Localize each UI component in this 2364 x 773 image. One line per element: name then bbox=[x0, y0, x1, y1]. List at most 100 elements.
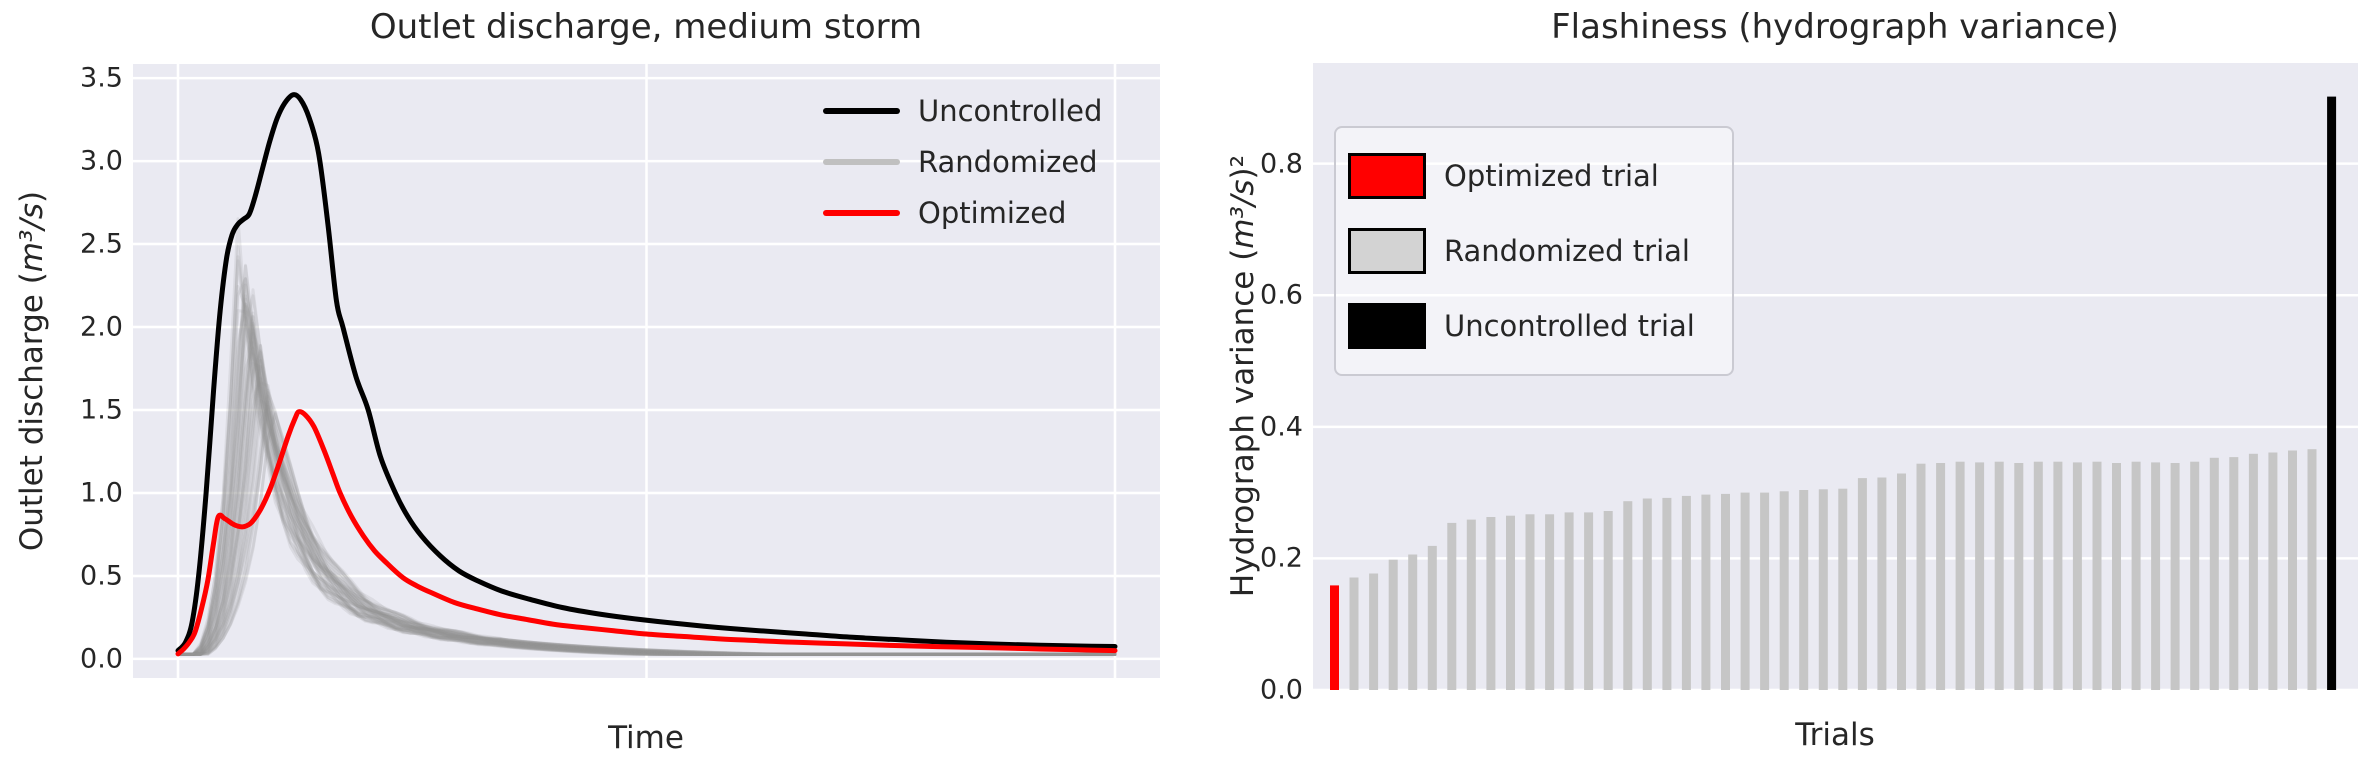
line-randomized-36 bbox=[176, 358, 1117, 656]
bar-randomized-3 bbox=[1388, 559, 1398, 690]
left-ytick-1.5: 1.5 bbox=[80, 394, 123, 426]
randomized-trial-swatch bbox=[1348, 227, 1426, 274]
bar-randomized-36 bbox=[2033, 461, 2043, 690]
line-randomized-0 bbox=[176, 285, 1117, 656]
line-randomized-29 bbox=[176, 294, 1117, 656]
legend-item-randomized-trial: Randomized trial bbox=[1336, 220, 1732, 282]
line-randomized-40 bbox=[176, 315, 1117, 656]
uncontrolled-line-swatch bbox=[823, 107, 900, 114]
optimized-line-swatch bbox=[823, 209, 900, 216]
line-randomized-2 bbox=[176, 362, 1117, 656]
line-randomized-24 bbox=[176, 277, 1117, 656]
left-ytick-2.0: 2.0 bbox=[80, 311, 123, 343]
bar-randomized-2 bbox=[1369, 573, 1379, 690]
right-ytick-0.8: 0.8 bbox=[1260, 148, 1303, 180]
line-randomized-20 bbox=[176, 377, 1117, 656]
optimized-trial-swatch bbox=[1348, 152, 1426, 199]
line-randomized-22 bbox=[176, 314, 1117, 656]
bar-randomized-23 bbox=[1779, 491, 1789, 690]
right-ytick-0.0: 0.0 bbox=[1260, 674, 1303, 706]
line-randomized-47 bbox=[176, 316, 1117, 656]
bar-randomized-33 bbox=[1975, 462, 1985, 690]
left-legend: Uncontrolled Randomized Optimized bbox=[823, 85, 1102, 238]
bar-randomized-46 bbox=[2229, 457, 2239, 690]
line-randomized-45 bbox=[176, 283, 1117, 656]
bar-randomized-32 bbox=[1955, 461, 1965, 690]
left-ytick-0.5: 0.5 bbox=[80, 560, 123, 592]
line-randomized-43 bbox=[176, 391, 1117, 656]
bar-randomized-30 bbox=[1916, 463, 1926, 690]
left-ytick-0.0: 0.0 bbox=[80, 643, 123, 675]
line-randomized-48 bbox=[176, 411, 1117, 656]
line-randomized-13 bbox=[176, 263, 1117, 656]
left-chart-title: Outlet discharge, medium storm bbox=[369, 7, 923, 47]
line-randomized-17 bbox=[176, 255, 1117, 656]
line-randomized-7 bbox=[176, 344, 1117, 656]
bar-randomized-31 bbox=[1936, 463, 1946, 690]
bar-randomized-40 bbox=[2112, 463, 2121, 690]
right-legend: Optimized trial Randomized trial Uncontr… bbox=[1334, 126, 1734, 376]
line-randomized-3 bbox=[176, 323, 1117, 656]
bar-randomized-16 bbox=[1642, 498, 1652, 690]
bar-randomized-13 bbox=[1584, 512, 1594, 690]
bar-randomized-47 bbox=[2248, 453, 2258, 690]
line-randomized-15 bbox=[176, 412, 1117, 656]
line-randomized-44 bbox=[176, 322, 1117, 656]
bar-randomized-14 bbox=[1603, 511, 1613, 690]
legend-item-uncontrolled: Uncontrolled bbox=[823, 85, 1102, 136]
bar-randomized-34 bbox=[1994, 461, 2004, 690]
left-y-axis-label-close: ) bbox=[14, 190, 50, 203]
bar-randomized-43 bbox=[2170, 463, 2180, 690]
legend-item-optimized: Optimized bbox=[823, 187, 1102, 238]
bar-randomized-44 bbox=[2190, 461, 2200, 690]
randomized-line-swatch bbox=[823, 158, 900, 165]
line-randomized-11 bbox=[176, 288, 1117, 656]
left-x-axis-label: Time bbox=[608, 720, 684, 756]
line-randomized-31 bbox=[176, 346, 1117, 656]
left-ytick-3.0: 3.0 bbox=[80, 145, 123, 177]
line-randomized-21 bbox=[176, 277, 1117, 656]
line-randomized-28 bbox=[176, 407, 1117, 656]
bar-randomized-48 bbox=[2268, 452, 2278, 690]
line-randomized-1 bbox=[176, 294, 1117, 656]
line-randomized-14 bbox=[176, 352, 1117, 656]
bar-randomized-17 bbox=[1662, 497, 1672, 690]
line-randomized-27 bbox=[176, 331, 1117, 656]
bar-randomized-26 bbox=[1838, 488, 1848, 690]
bar-randomized-11 bbox=[1545, 514, 1555, 690]
legend-label: Randomized trial bbox=[1444, 233, 1690, 268]
line-randomized-8 bbox=[176, 302, 1117, 656]
bar-randomized-42 bbox=[2151, 462, 2161, 690]
line-randomized-12 bbox=[176, 376, 1117, 656]
bar-randomized-1 bbox=[1349, 577, 1359, 690]
bar-randomized-15 bbox=[1623, 501, 1633, 690]
left-ytick-1.0: 1.0 bbox=[80, 477, 123, 509]
bar-randomized-49 bbox=[2288, 450, 2297, 690]
right-ytick-0.6: 0.6 bbox=[1260, 279, 1303, 311]
legend-label: Uncontrolled bbox=[918, 93, 1103, 128]
legend-item-uncontrolled-trial: Uncontrolled trial bbox=[1336, 295, 1732, 357]
uncontrolled-trial-swatch bbox=[1348, 303, 1426, 350]
bar-randomized-27 bbox=[1857, 478, 1867, 690]
line-randomized-38 bbox=[176, 217, 1117, 656]
bar-randomized-6 bbox=[1447, 522, 1457, 690]
bar-randomized-25 bbox=[1818, 489, 1828, 690]
bar-randomized-41 bbox=[2131, 461, 2141, 690]
bar-randomized-28 bbox=[1877, 477, 1887, 690]
right-ytick-0.2: 0.2 bbox=[1260, 542, 1303, 574]
bar-randomized-22 bbox=[1760, 492, 1770, 690]
bar-randomized-7 bbox=[1466, 519, 1476, 690]
line-randomized-46 bbox=[176, 349, 1117, 656]
bar-randomized-18 bbox=[1681, 495, 1691, 690]
right-x-axis-label: Trials bbox=[1795, 717, 1875, 753]
bar-randomized-39 bbox=[2092, 461, 2102, 690]
bar-uncontrolled bbox=[2327, 96, 2337, 690]
bar-randomized-19 bbox=[1701, 494, 1711, 690]
bar-randomized-50 bbox=[2307, 449, 2317, 690]
right-y-axis-label: Hydrograph variance (m³/s)² bbox=[1225, 155, 1261, 597]
right-plot bbox=[1313, 96, 2358, 690]
left-ytick-3.5: 3.5 bbox=[80, 62, 123, 94]
legend-label: Randomized bbox=[918, 144, 1098, 179]
line-randomized-10 bbox=[176, 388, 1117, 656]
line-randomized-32 bbox=[176, 351, 1117, 656]
